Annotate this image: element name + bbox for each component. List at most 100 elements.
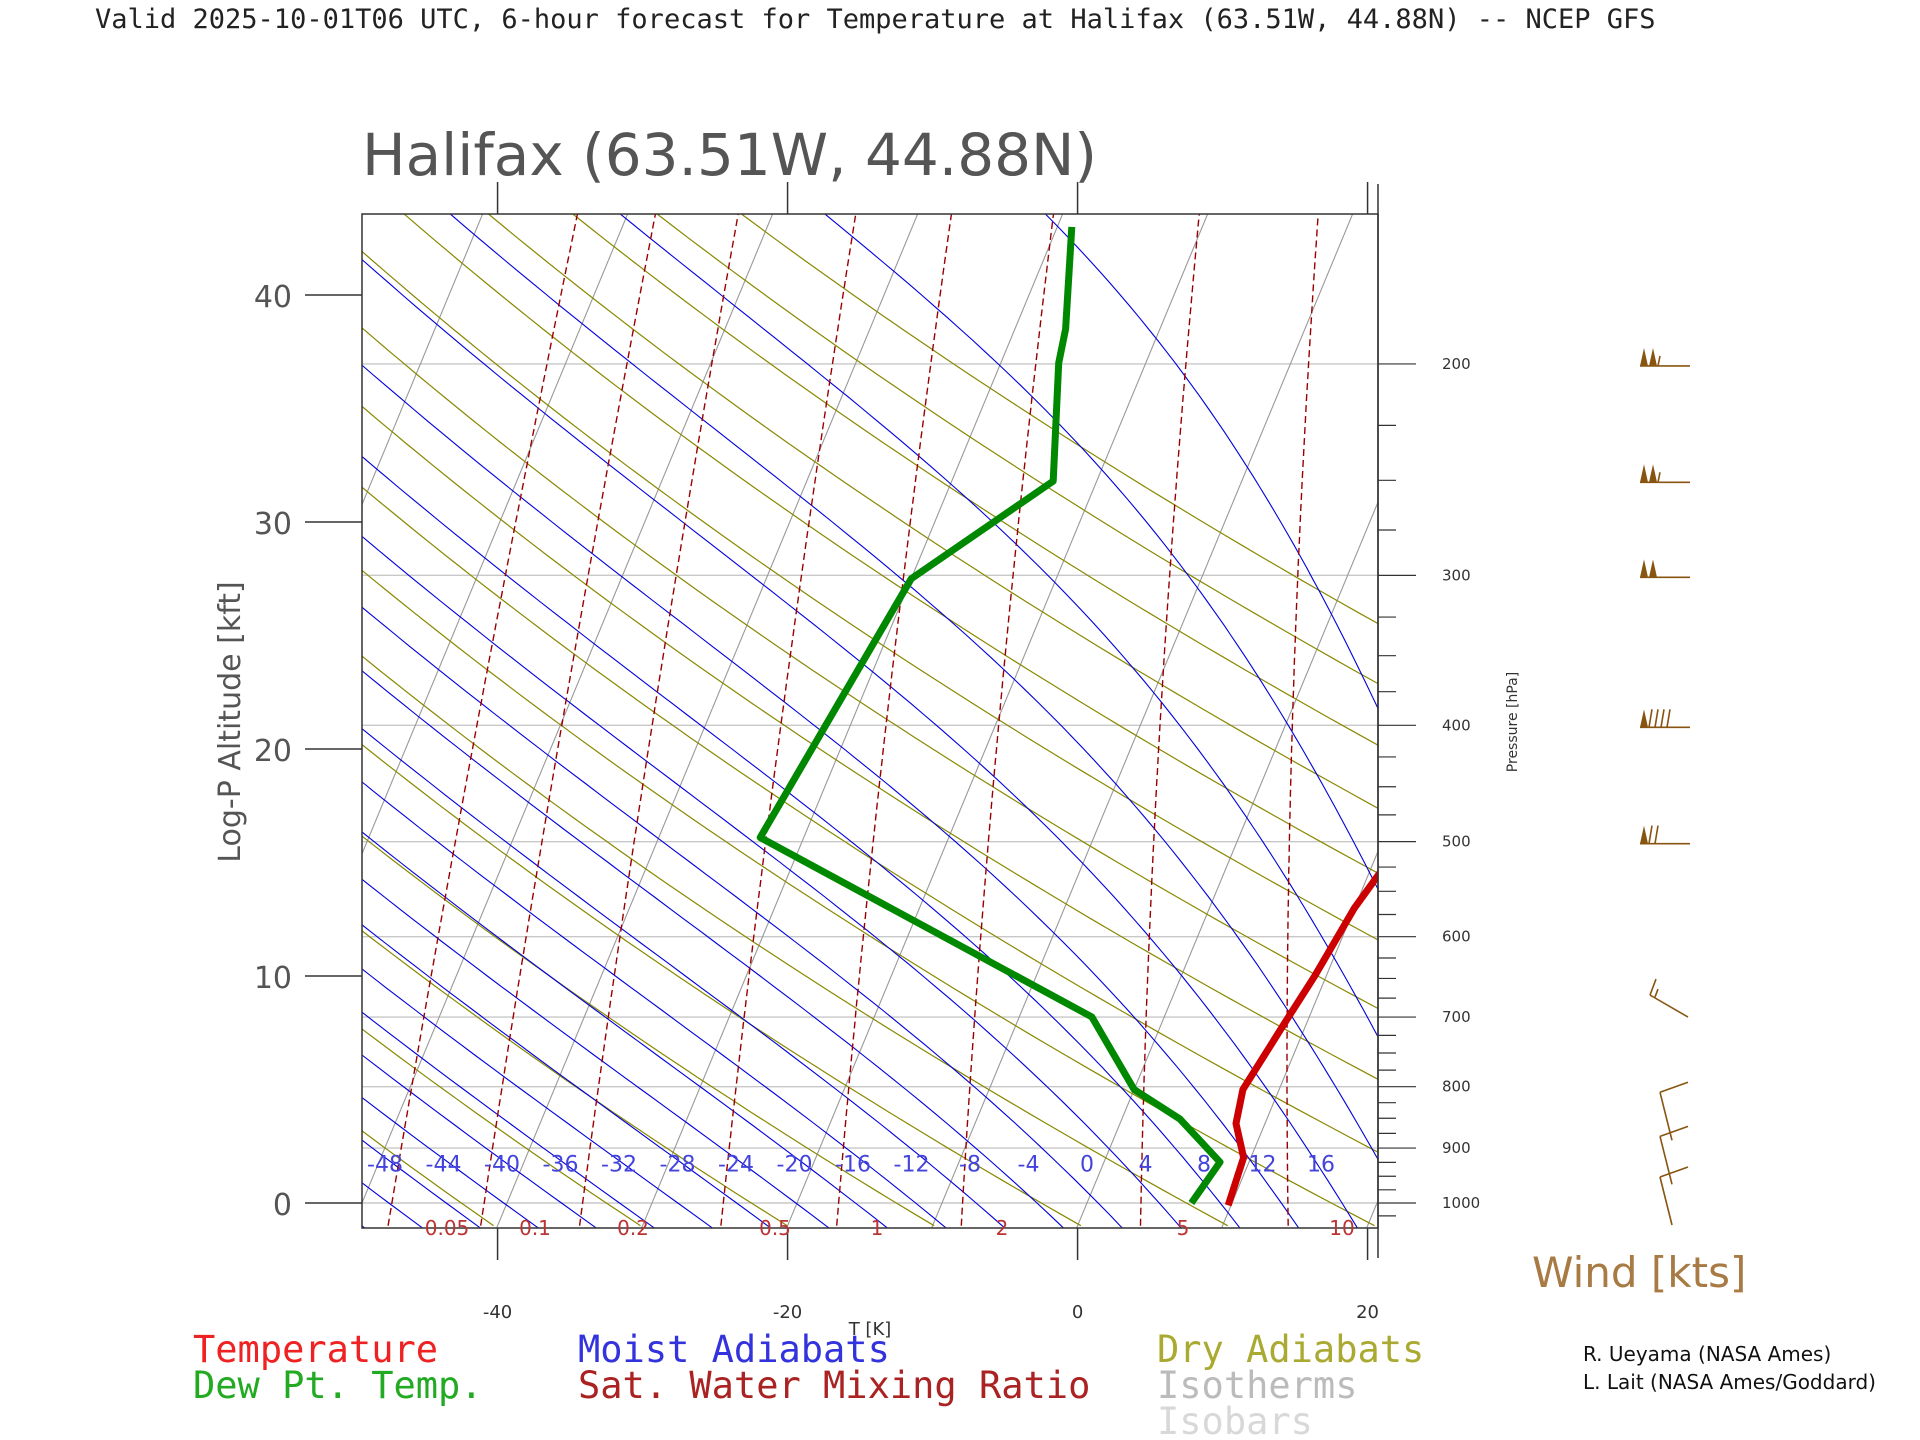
mixing-ratio-label: 0.1 xyxy=(519,1216,551,1240)
pressure-tick-label: 1000 xyxy=(1442,1194,1480,1212)
wind-barb-full xyxy=(1648,709,1653,728)
moist-adiabat-line xyxy=(362,1054,598,1228)
y-tick-label: 20 xyxy=(254,734,292,769)
inline-labels: -48 -44 -40 -36 -32 -28 -24 -20 -16 -12 -8 -4 0 4 8 12 1… xyxy=(367,1153,1355,1240)
pressure-tick-label: 600 xyxy=(1442,928,1471,946)
moist-adiabat-line xyxy=(362,831,889,1228)
moist-adiabat-line xyxy=(362,535,1182,1228)
wind-barb-staff xyxy=(1659,1136,1673,1185)
dry-adiabat-line xyxy=(362,486,1378,1153)
dry-adiabat-line xyxy=(362,405,1378,1080)
moist-adiabat-label: -44 xyxy=(426,1153,462,1178)
isotherm-line xyxy=(0,182,61,1249)
wind-barb-full xyxy=(1666,709,1671,728)
dry-adiabat-line xyxy=(362,1028,641,1227)
dry-adiabat-line xyxy=(362,835,935,1227)
pressure-tick-label: 700 xyxy=(1442,1008,1471,1026)
wind-barb xyxy=(1640,559,1690,579)
wind-barbs xyxy=(1640,347,1690,1226)
isotherm-line xyxy=(362,214,774,1205)
dry-adiabat-line xyxy=(487,214,1378,809)
wind-barb-half xyxy=(1657,355,1661,367)
legend-dry-adiabats: Dry Adiabats xyxy=(1157,1328,1424,1371)
moist-adiabat-label: 0 xyxy=(1080,1153,1094,1178)
plot-frame xyxy=(361,213,1379,1229)
wind-barb xyxy=(1640,347,1690,367)
isotherm-line xyxy=(0,182,351,1249)
wind-barb-full xyxy=(1648,825,1653,844)
dry-adiabat-line xyxy=(362,930,788,1227)
dry-adiabat-line xyxy=(740,214,1378,625)
moist-adiabat-line xyxy=(362,878,830,1228)
dewpoint-line xyxy=(756,226,1224,1206)
moist-adiabat-line xyxy=(619,214,1378,1039)
mixing-ratio-line xyxy=(578,214,739,1226)
wind-barb-full xyxy=(1654,709,1659,728)
wind-barb-half xyxy=(1657,472,1661,483)
moist-adiabat-line xyxy=(362,727,1006,1228)
dry-adiabat-line xyxy=(362,250,1378,941)
moist-adiabat-label: -40 xyxy=(484,1153,520,1178)
dry-adiabat-line xyxy=(362,655,1228,1227)
wind-barb xyxy=(1640,825,1690,845)
pressure-tick-label: 900 xyxy=(1442,1139,1471,1157)
mixing-ratio-label: 0.05 xyxy=(425,1216,470,1240)
isotherm-line xyxy=(362,214,484,506)
moist-adiabat-label: -20 xyxy=(777,1153,813,1178)
moist-adiabat-label: -24 xyxy=(718,1153,754,1178)
mixing-ratio-line xyxy=(1286,214,1319,1226)
credit-ueyama: R. Ueyama (NASA Ames) xyxy=(1583,1342,1831,1366)
legend-temperature: Temperature xyxy=(193,1328,438,1371)
moist-adiabat-line xyxy=(362,1011,656,1228)
wind-barb-full xyxy=(1654,825,1659,844)
pressure-tick-label: 200 xyxy=(1442,355,1471,373)
mixing-ratio-line xyxy=(387,214,579,1226)
moist-adiabat-label: -48 xyxy=(367,1153,403,1178)
dry-adiabat-line xyxy=(571,214,1378,746)
wind-barb-full xyxy=(1659,1081,1689,1094)
wind-label: Wind [kts] xyxy=(1532,1248,1746,1297)
dry-adiabat-line xyxy=(362,327,1378,1010)
wind-barb-flag xyxy=(1640,464,1648,483)
mixing-ratio-label: 0.5 xyxy=(759,1216,791,1240)
isotherm-line xyxy=(1076,500,1378,1228)
moist-adiabat-label: -4 xyxy=(1018,1153,1040,1178)
moist-adiabat-label: 16 xyxy=(1307,1153,1335,1178)
moist-adiabat-line xyxy=(823,214,1378,891)
legend-dewpoint: Dew Pt. Temp. xyxy=(193,1364,483,1407)
page-header: Valid 2025-10-01T06 UTC, 6-hour forecast… xyxy=(95,4,1656,35)
moist-adiabat-line xyxy=(1044,214,1378,710)
moist-adiabat-line xyxy=(362,1225,366,1228)
isotherm-line xyxy=(1648,182,1920,1249)
dry-adiabat-line xyxy=(362,569,1375,1227)
pressure-tick-label: 400 xyxy=(1442,716,1471,734)
moist-adiabat-label: 4 xyxy=(1139,1153,1153,1178)
pressure-tick-label: 800 xyxy=(1442,1078,1471,1096)
moist-adiabat-line xyxy=(362,670,1065,1228)
moist-adiabat-line xyxy=(362,924,772,1228)
y2-axis-label: Pressure [hPa] xyxy=(1505,672,1521,772)
chart-title: Halifax (63.51W, 44.88N) xyxy=(362,121,1097,189)
legend-moist-adiabats: Moist Adiabats xyxy=(578,1328,890,1371)
moist-adiabat-line xyxy=(0,193,319,1237)
mixing-ratio-label: 0.2 xyxy=(617,1216,649,1240)
wind-barb-full xyxy=(1659,1125,1689,1138)
legend-isotherms: Isotherms xyxy=(1157,1364,1357,1407)
mixing-ratio-label: 5 xyxy=(1177,1216,1190,1240)
moist-adiabat-line xyxy=(362,968,714,1228)
isotherm-line xyxy=(641,214,1064,1228)
wind-barb-full xyxy=(1660,709,1665,728)
isotherm-line xyxy=(362,214,629,856)
wind-barb-staff xyxy=(1659,1176,1673,1226)
moist-adiabat-label: 12 xyxy=(1249,1153,1277,1178)
moist-adiabat-label: -16 xyxy=(835,1153,871,1178)
wind-barb xyxy=(1640,709,1690,729)
pressure-tick-label: 300 xyxy=(1442,566,1471,584)
isotherm-line xyxy=(1221,849,1378,1228)
x-tick-label: 20 xyxy=(1356,1302,1379,1323)
wind-barb-flag xyxy=(1640,347,1648,366)
mixing-ratio-line xyxy=(720,214,857,1226)
moist-adiabat-line xyxy=(362,606,1124,1228)
isotherm-line xyxy=(1503,182,1920,1249)
